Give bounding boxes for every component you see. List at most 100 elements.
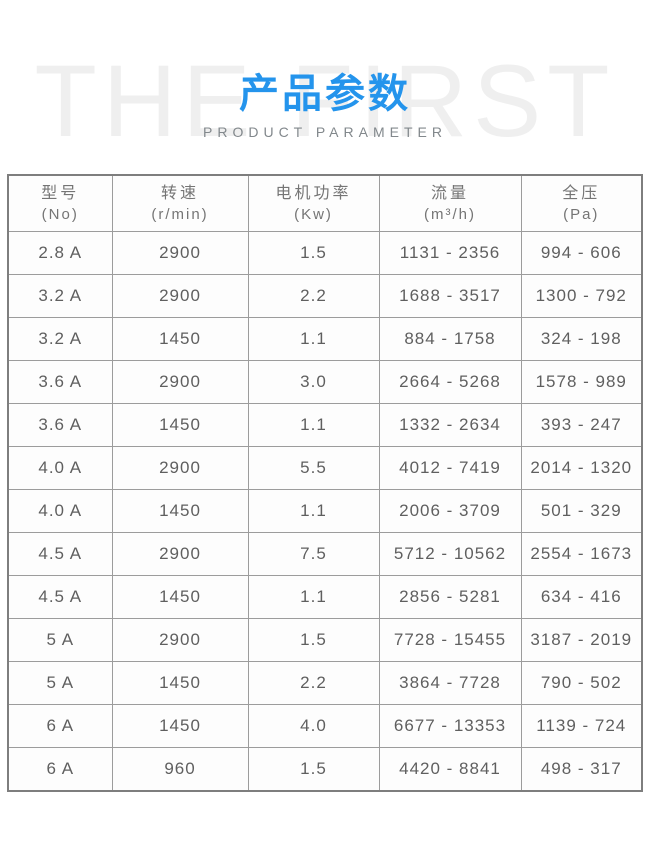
table-cell: 5712 - 10562 — [378, 532, 522, 576]
table-cell: 1.5 — [247, 747, 380, 792]
table-row: 6 A 960 1.5 4420 - 8841 498 - 317 — [7, 747, 643, 792]
table-row: 3.6 A 2900 3.0 2664 - 5268 1578 - 989 — [7, 360, 643, 404]
table-cell: 4.5 A — [7, 575, 113, 619]
table-row: 4.5 A 1450 1.1 2856 - 5281 634 - 416 — [7, 575, 643, 619]
table-row: 4.5 A 2900 7.5 5712 - 10562 2554 - 1673 — [7, 532, 643, 576]
table-cell: 1.1 — [247, 317, 380, 361]
table-cell: 4012 - 7419 — [378, 446, 522, 490]
table-cell: 4.0 — [247, 704, 380, 748]
table-cell: 3864 - 7728 — [378, 661, 522, 705]
table-cell: 1.1 — [247, 575, 380, 619]
table-cell: 1.5 — [247, 618, 380, 662]
table-cell: 1450 — [111, 704, 249, 748]
table-row: 3.2 A 2900 2.2 1688 - 3517 1300 - 792 — [7, 274, 643, 318]
table-cell: 3.6 A — [7, 360, 113, 404]
table-row: 2.8 A 2900 1.5 1131 - 2356 994 - 606 — [7, 231, 643, 275]
table-cell: 2.2 — [247, 661, 380, 705]
table-cell: 960 — [111, 747, 249, 792]
table-cell: 7728 - 15455 — [378, 618, 522, 662]
table-cell: 2664 - 5268 — [378, 360, 522, 404]
table-cell: 1.5 — [247, 231, 380, 275]
table-cell: 2900 — [111, 274, 249, 318]
column-header-1: 型号 (No) — [7, 174, 113, 232]
column-header-unit: (r/min) — [151, 206, 209, 224]
column-header-label: 流量 — [430, 185, 469, 203]
table-cell: 4.5 A — [7, 532, 113, 576]
table-cell: 994 - 606 — [520, 231, 643, 275]
table-cell: 2.8 A — [7, 231, 113, 275]
watermark-text: THE FIRST — [34, 44, 616, 158]
column-header-label: 电机功率 — [275, 185, 352, 203]
table-cell: 2900 — [111, 446, 249, 490]
table-cell: 6677 - 13353 — [378, 704, 522, 748]
table-header: 型号 (No) 转速 (r/min) 电机功率 (Kw) 流量 (m³/h) 全压 (Pa) — [7, 174, 643, 232]
table-cell: 324 - 198 — [520, 317, 643, 361]
table-cell: 5.5 — [247, 446, 380, 490]
table-cell: 3187 - 2019 — [520, 618, 643, 662]
table-cell: 1688 - 3517 — [378, 274, 522, 318]
table-cell: 1450 — [111, 661, 249, 705]
table-cell: 501 - 329 — [520, 489, 643, 533]
table-header-row: 型号 (No) 转速 (r/min) 电机功率 (Kw) 流量 (m³/h) 全压 (Pa) — [7, 174, 643, 232]
table-row: 4.0 A 2900 5.5 4012 - 7419 2014 - 1320 — [7, 446, 643, 490]
table-cell: 2900 — [111, 532, 249, 576]
table-cell: 393 - 247 — [520, 403, 643, 447]
table-cell: 1.1 — [247, 403, 380, 447]
table-row: 5 A 1450 2.2 3864 - 7728 790 - 502 — [7, 661, 643, 705]
table-cell: 3.2 A — [7, 317, 113, 361]
page-title: 产品参数 — [239, 72, 411, 116]
table-cell: 2554 - 1673 — [520, 532, 643, 576]
table-cell: 7.5 — [247, 532, 380, 576]
table-cell: 1450 — [111, 575, 249, 619]
page-subtitle: PRODUCT PARAMETER — [203, 124, 447, 140]
table-cell: 1300 - 792 — [520, 274, 643, 318]
table-row: 3.2 A 1450 1.1 884 - 1758 324 - 198 — [7, 317, 643, 361]
column-header-label: 全压 — [562, 185, 601, 203]
table-cell: 6 A — [7, 704, 113, 748]
table-cell: 2900 — [111, 618, 249, 662]
table-cell: 2900 — [111, 360, 249, 404]
table-row: 4.0 A 1450 1.1 2006 - 3709 501 - 329 — [7, 489, 643, 533]
column-header-unit: (m³/h) — [424, 206, 476, 224]
table-cell: 5 A — [7, 661, 113, 705]
table-body: 2.8 A 2900 1.5 1131 - 2356 994 - 606 3.2 A 290… — [7, 231, 643, 792]
column-header-label: 型号 — [41, 185, 80, 203]
column-header-unit: (Kw) — [294, 206, 333, 224]
table-cell: 2856 - 5281 — [378, 575, 522, 619]
parameter-table: 型号 (No) 转速 (r/min) 电机功率 (Kw) 流量 (m³/h) 全压 (Pa) 2.… — [7, 174, 643, 792]
column-header-unit: (Pa) — [563, 206, 600, 224]
table-cell: 634 - 416 — [520, 575, 643, 619]
table-cell: 4.0 A — [7, 446, 113, 490]
table-cell: 1139 - 724 — [520, 704, 643, 748]
table-cell: 2900 — [111, 231, 249, 275]
table-cell: 5 A — [7, 618, 113, 662]
table-cell: 4.0 A — [7, 489, 113, 533]
table-row: 6 A 1450 4.0 6677 - 13353 1139 - 724 — [7, 704, 643, 748]
column-header-label: 转速 — [160, 185, 199, 203]
table-cell: 1578 - 989 — [520, 360, 643, 404]
table-cell: 2.2 — [247, 274, 380, 318]
table-cell: 2014 - 1320 — [520, 446, 643, 490]
table-cell: 1131 - 2356 — [378, 231, 522, 275]
table-cell: 498 - 317 — [520, 747, 643, 792]
table-cell: 884 - 1758 — [378, 317, 522, 361]
table-cell: 1450 — [111, 489, 249, 533]
table-cell: 3.6 A — [7, 403, 113, 447]
table-cell: 4420 - 8841 — [378, 747, 522, 792]
table-row: 3.6 A 1450 1.1 1332 - 2634 393 - 247 — [7, 403, 643, 447]
table-cell: 6 A — [7, 747, 113, 792]
table-row: 5 A 2900 1.5 7728 - 15455 3187 - 2019 — [7, 618, 643, 662]
section-header: THE FIRST 产品参数 PRODUCT PARAMETER — [0, 0, 650, 152]
column-header-2: 转速 (r/min) — [111, 174, 249, 232]
column-header-3: 电机功率 (Kw) — [247, 174, 380, 232]
table-cell: 1.1 — [247, 489, 380, 533]
column-header-4: 流量 (m³/h) — [378, 174, 522, 232]
table-cell: 2006 - 3709 — [378, 489, 522, 533]
table-cell: 1332 - 2634 — [378, 403, 522, 447]
table-cell: 1450 — [111, 317, 249, 361]
column-header-unit: (No) — [41, 206, 79, 224]
table-cell: 3.0 — [247, 360, 380, 404]
column-header-5: 全压 (Pa) — [520, 174, 643, 232]
table-cell: 3.2 A — [7, 274, 113, 318]
